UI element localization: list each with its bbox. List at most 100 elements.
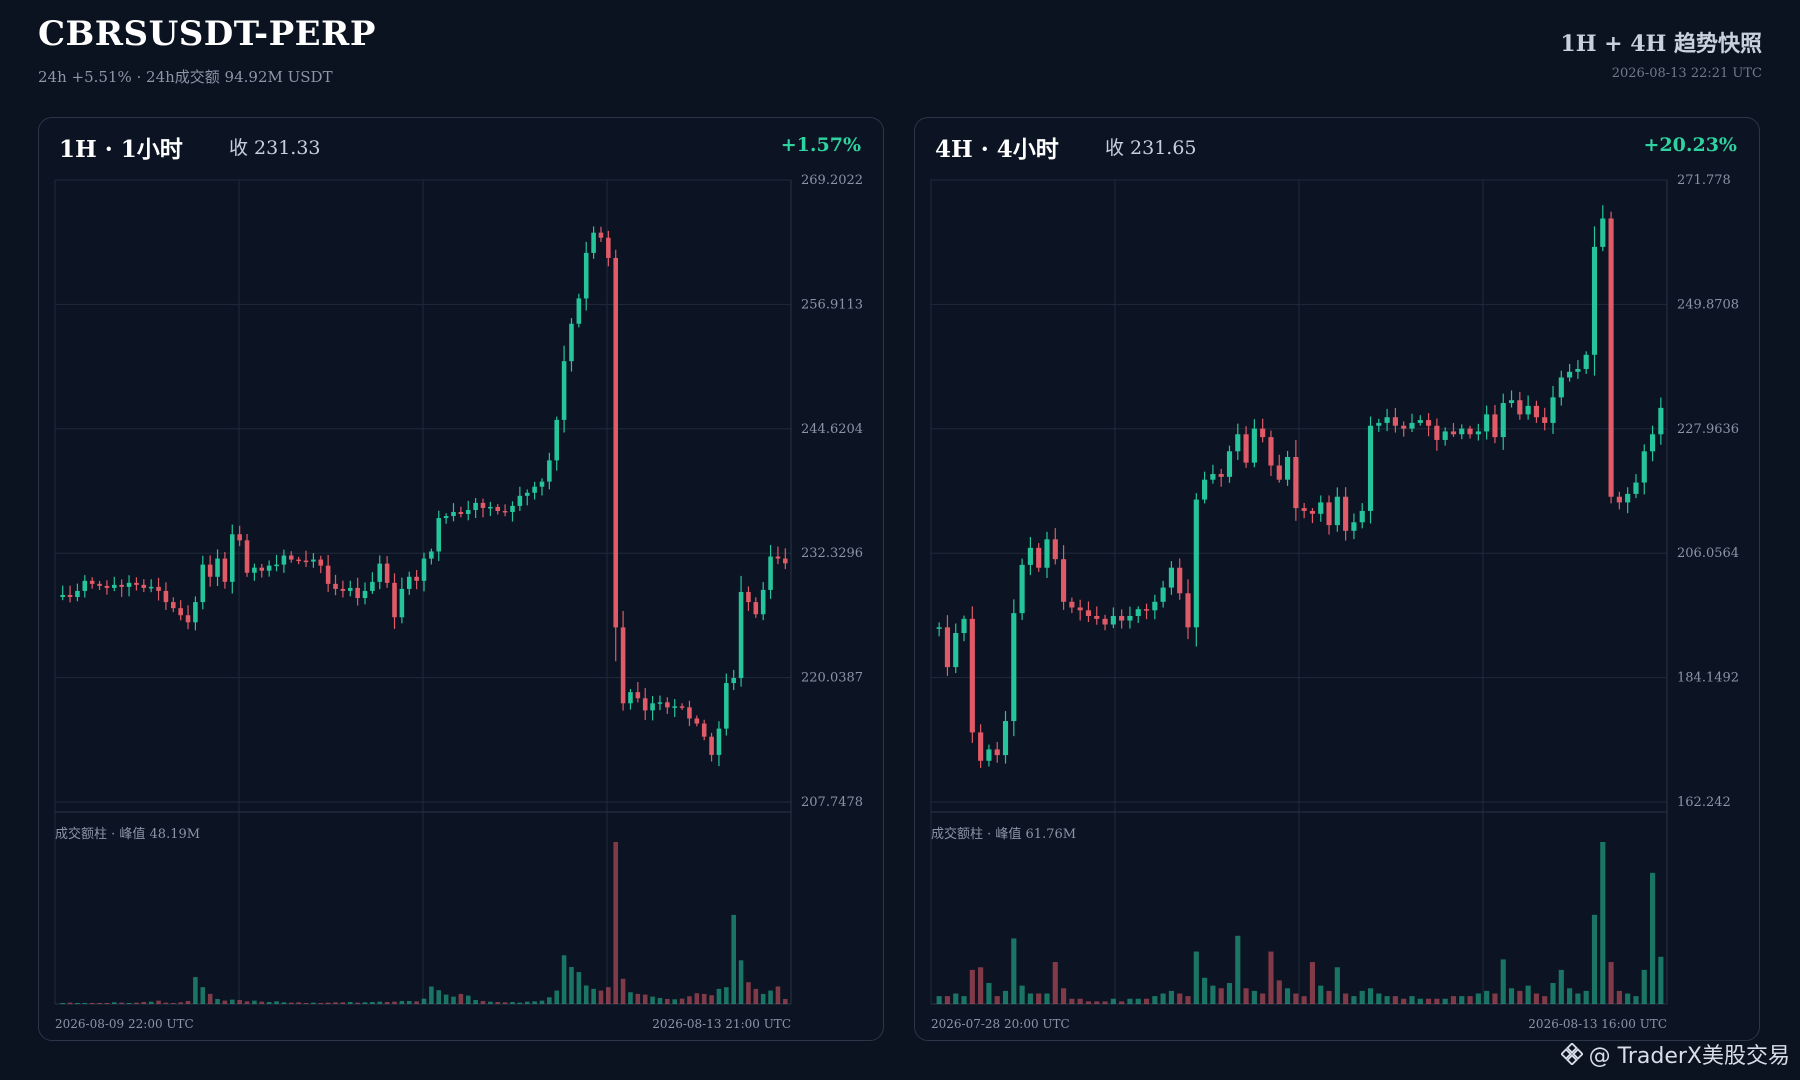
volume-bar [1517, 990, 1523, 1004]
candle-body [635, 692, 641, 699]
volume-bar [495, 1001, 501, 1004]
candle-body [207, 564, 213, 577]
candle-body [318, 559, 324, 566]
candle-body [347, 587, 353, 591]
volume-bar [620, 978, 626, 1004]
candle-body [775, 556, 781, 559]
volume-bar [399, 1000, 405, 1004]
volume-bar [1094, 1001, 1100, 1004]
candle-body [1069, 601, 1075, 608]
candle-body [1567, 371, 1573, 378]
volume-bar [613, 842, 619, 1004]
volume-bar [75, 1003, 80, 1004]
candle-body [591, 232, 596, 253]
candle-body [185, 615, 191, 623]
candle-body [1085, 610, 1092, 616]
candle-body [163, 590, 169, 603]
volume-bar [141, 1001, 147, 1004]
candlestick-chart-4h: 271.778 249.8708 227.9636 206.0564 184.1492 1… [930, 173, 1739, 1031]
volume-bar [672, 999, 677, 1004]
change-percent: +20.23% [1643, 134, 1737, 156]
volume-label: 成交额柱 · 峰值 48.19M [55, 826, 200, 842]
candle-body [1293, 456, 1299, 509]
volume-bar [60, 1002, 65, 1004]
volume-bar [104, 1003, 110, 1004]
candle-body [687, 707, 692, 719]
candle-body [480, 502, 486, 508]
candle-body [1143, 609, 1150, 611]
candle-body [1658, 407, 1664, 435]
candle-body [1575, 368, 1581, 372]
chart-panel-1h: 1H · 1小时 收 231.33 +1.57% 269.2022 256.911… [38, 117, 884, 1041]
candle-body [628, 692, 633, 704]
candle-body [510, 505, 515, 513]
candle-body [384, 563, 390, 583]
volume-bar [994, 996, 1000, 1004]
candle-body [701, 723, 707, 737]
candle-body [994, 749, 1000, 756]
volume-bar [635, 993, 641, 1004]
volume-bar [311, 1002, 316, 1004]
volume-bar [1152, 996, 1158, 1004]
volume-bar [936, 996, 942, 1004]
candle-body [1384, 417, 1390, 423]
close-price: 收 231.33 [229, 137, 321, 159]
candle-body [1052, 539, 1058, 560]
candle-body [1376, 422, 1382, 426]
candle-body [532, 486, 537, 493]
candle-body [969, 618, 975, 733]
volume-bar [384, 1001, 390, 1004]
candle-body [1600, 218, 1606, 247]
volume-bar [502, 1002, 508, 1004]
x-start-label: 2026-07-28 20:00 UTC [931, 1017, 1070, 1031]
volume-bar [986, 983, 992, 1004]
candle-body [436, 518, 442, 552]
candle-body [760, 589, 766, 615]
x-end-label: 2026-08-13 21:00 UTC [652, 1017, 791, 1031]
candle-body [266, 565, 272, 571]
candle-body [229, 534, 235, 582]
candle-body [1459, 428, 1465, 435]
volume-bar [1102, 1001, 1108, 1004]
candle-body [1475, 431, 1481, 435]
candle-body [1583, 354, 1589, 369]
candle-body [606, 237, 611, 258]
snapshot-label: 1H + 4H 趋势快照 [1560, 31, 1762, 57]
panel-title: 4H · 4小时 [935, 136, 1059, 163]
volume-bar [1318, 985, 1324, 1004]
volume-bar [576, 972, 582, 1004]
volume-bar [288, 1002, 294, 1004]
volume-bar [1550, 983, 1556, 1004]
candle-body [303, 560, 309, 563]
volume-bar [679, 998, 685, 1004]
candle-body [1260, 428, 1266, 438]
volume-bar [244, 1001, 250, 1004]
panel-title: 1H · 1小时 [59, 136, 183, 163]
volume-bar [554, 990, 560, 1004]
volume-bar [67, 1002, 73, 1004]
candle-body [193, 602, 198, 623]
candle-body [547, 460, 552, 482]
candle-body [650, 703, 655, 711]
volume-bar [414, 1001, 419, 1004]
candle-body [1202, 479, 1208, 500]
y-tick-label: 256.9113 [801, 297, 863, 312]
volume-bar [355, 1002, 360, 1004]
candle-body [731, 677, 736, 684]
volume-bar [1525, 985, 1531, 1004]
volume-bar [215, 998, 220, 1004]
volume-bar [561, 955, 567, 1004]
volume-bar [266, 1001, 272, 1004]
candle-body [724, 683, 729, 729]
candle-body [1558, 377, 1564, 398]
volume-bar [1110, 998, 1116, 1004]
volume-bar [701, 993, 707, 1004]
volume-bar [347, 1001, 353, 1004]
volume-bar [1583, 990, 1589, 1004]
volume-bar [1392, 996, 1398, 1004]
volume-bar [650, 996, 655, 1004]
volume-bar [1442, 998, 1448, 1004]
volume-bar [961, 996, 967, 1004]
volume-bar [148, 1001, 154, 1004]
volume-bar [1351, 996, 1357, 1004]
